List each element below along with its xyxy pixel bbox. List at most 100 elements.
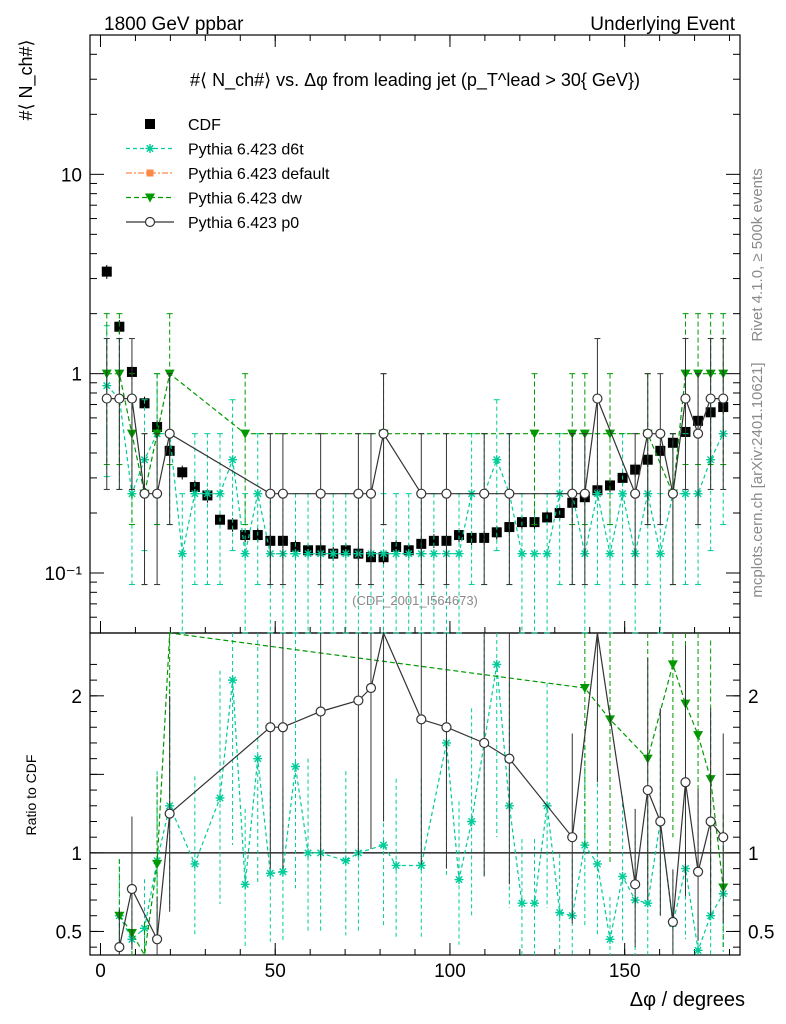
data-point-pythia-6-423-d6t — [202, 489, 212, 499]
data-point-pythia-6-423-dw — [529, 429, 540, 439]
data-point-pythia-6-423-p0 — [680, 393, 691, 404]
legend-label: Pythia 6.423 dw — [188, 191, 302, 208]
ratio-point-pythia-6-423-d6t — [530, 898, 540, 908]
y-tick-label-ratio-right: 0.5 — [748, 922, 774, 943]
data-point-pythia-6-423-p0 — [642, 428, 653, 439]
data-point-pythia-6-423-p0 — [504, 488, 515, 499]
data-point-pythia-6-423-p0 — [139, 488, 150, 499]
ratio-point-pythia-6-423-p0 — [479, 737, 490, 749]
data-point-cdf — [240, 530, 251, 541]
series-line-pythia-6-423-p0 — [106, 396, 724, 496]
data-point-pythia-6-423-p0 — [126, 393, 138, 404]
legend-marker — [145, 144, 155, 153]
data-point-pythia-6-423-d6t — [605, 549, 615, 559]
ratio-point-pythia-6-423-d6t — [190, 859, 200, 869]
ratio-point-pythia-6-423-p0 — [441, 722, 452, 733]
side-label-bottom: mcplots.cern.ch [arXiv:2401.10621] — [749, 362, 766, 597]
data-point-cdf — [177, 467, 188, 478]
data-point-pythia-6-423-p0 — [378, 428, 389, 439]
ratio-plot-frame — [89, 632, 741, 956]
data-point-cdf — [466, 532, 477, 543]
data-point-cdf — [152, 422, 163, 433]
ratio-point-pythia-6-423-d6t — [341, 856, 351, 866]
ratio-point-pythia-6-423-d6t — [240, 879, 250, 889]
ratio-point-pythia-6-423-p0 — [718, 832, 729, 843]
ratio-point-pythia-6-423-d6t — [303, 848, 313, 858]
ratio-point-pythia-6-423-p0 — [265, 722, 276, 733]
watermark: (CDF_2001_I564673) — [352, 593, 478, 608]
data-point-pythia-6-423-d6t — [391, 549, 401, 559]
data-point-pythia-6-423-d6t — [177, 549, 187, 559]
data-point-pythia-6-423-p0 — [567, 488, 578, 499]
data-point-cdf — [189, 482, 200, 493]
ratio-point-pythia-6-423-d6t — [605, 934, 615, 944]
data-point-pythia-6-423-d6t — [542, 549, 552, 559]
ratio-point-pythia-6-423-p0 — [630, 879, 641, 890]
ratio-series-marks — [114, 631, 729, 957]
data-point-pythia-6-423-p0 — [365, 488, 377, 499]
data-point-cdf — [227, 519, 238, 530]
y-axis-label-ratio: Ratio to CDF — [23, 755, 39, 836]
y-tick-label-main: 10 — [61, 165, 82, 186]
data-point-pythia-6-423-p0 — [353, 488, 364, 499]
ratio-point-pythia-6-423-p0 — [692, 866, 704, 877]
x-tick-label: 0 — [95, 961, 106, 982]
legend-label: Pythia 6.423 d6t — [188, 142, 304, 159]
ratio-line-pythia-6-423-p0 — [118, 631, 724, 948]
main-series-marks — [101, 264, 729, 634]
y-tick-label-ratio: 0.5 — [56, 922, 82, 943]
y-tick-label-ratio: 1 — [71, 844, 82, 865]
data-point-pythia-6-423-p0 — [114, 393, 125, 404]
ratio-point-pythia-6-423-p0 — [126, 883, 138, 895]
data-point-pythia-6-423-d6t — [290, 549, 300, 559]
data-point-pythia-6-423-d6t — [618, 489, 628, 499]
ratio-point-pythia-6-423-d6t — [253, 754, 263, 764]
x-axis-label: Δφ / degrees — [630, 989, 745, 1011]
data-point-pythia-6-423-d6t — [328, 549, 338, 559]
data-point-pythia-6-423-d6t — [492, 455, 502, 465]
data-point-pythia-6-423-dw — [240, 429, 251, 439]
data-point-cdf — [491, 527, 502, 538]
data-point-pythia-6-423-p0 — [164, 428, 175, 439]
chart-title: #⟨ N_ch#⟩ vs. Δφ from leading jet (p_T^l… — [190, 70, 640, 91]
legend-marker — [145, 193, 155, 203]
legend-label: Pythia 6.423 default — [188, 166, 330, 183]
data-point-pythia-6-423-p0 — [718, 393, 729, 404]
data-point-pythia-6-423-d6t — [517, 549, 527, 559]
ratio-point-pythia-6-423-p0 — [416, 714, 427, 725]
ratio-point-pythia-6-423-d6t — [379, 840, 389, 850]
x-tick-label: 50 — [265, 961, 286, 982]
ratio-point-pythia-6-423-d6t — [228, 675, 238, 685]
y-tick-label-ratio-right: 1 — [748, 844, 759, 865]
ratio-point-pythia-6-423-d6t — [517, 898, 527, 908]
data-point-pythia-6-423-d6t — [379, 549, 389, 559]
legend-marker — [145, 119, 155, 129]
data-point-pythia-6-423-p0 — [315, 488, 326, 499]
ratio-point-pythia-6-423-p0 — [365, 682, 377, 694]
header-left: 1800 GeV ppbar — [104, 14, 244, 35]
data-point-pythia-6-423-p0 — [592, 393, 603, 404]
data-point-pythia-6-423-d6t — [454, 549, 464, 559]
ratio-point-pythia-6-423-p0 — [114, 942, 125, 953]
side-label-top: Rivet 4.1.0, ≥ 500k events — [749, 168, 766, 341]
data-point-pythia-6-423-p0 — [479, 488, 490, 499]
y-tick-label-main: 10⁻¹ — [45, 564, 83, 585]
ratio-point-pythia-6-423-dw — [693, 731, 704, 741]
data-point-pythia-6-423-d6t — [592, 489, 602, 499]
ratio-point-pythia-6-423-d6t — [492, 659, 502, 669]
data-point-pythia-6-423-p0 — [151, 488, 163, 499]
data-point-pythia-6-423-dw — [605, 429, 615, 439]
ratio-point-pythia-6-423-p0 — [504, 753, 515, 764]
y-tick-label-ratio-right: 2 — [748, 687, 759, 708]
data-point-cdf — [391, 542, 402, 553]
ratio-point-pythia-6-423-d6t — [391, 860, 401, 870]
ratio-point-pythia-6-423-d6t — [290, 762, 300, 772]
ratio-point-pythia-6-423-p0 — [705, 816, 716, 827]
legend: CDF Pythia 6.423 d6t Pythia 6.423 default P… — [126, 117, 330, 232]
data-point-pythia-6-423-p0 — [667, 488, 679, 499]
header-right: Underlying Event — [590, 14, 735, 35]
ratio-point-pythia-6-423-p0 — [277, 722, 289, 733]
ratio-point-pythia-6-423-d6t — [706, 911, 716, 921]
ratio-point-pythia-6-423-p0 — [567, 832, 578, 843]
data-point-pythia-6-423-p0 — [705, 393, 716, 404]
